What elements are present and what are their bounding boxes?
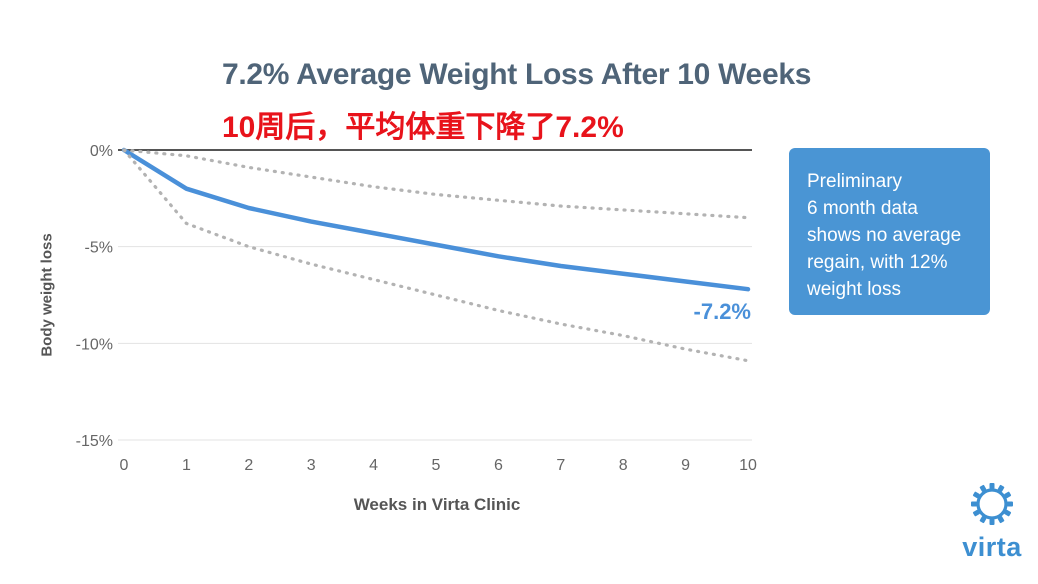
x-tick-label: 4 [369,457,378,474]
logo-ray [972,491,980,499]
logo-ray [971,501,977,507]
x-tick-label: 8 [619,457,628,474]
logo-ray [972,509,980,517]
sun-gear-icon [971,483,1013,525]
y-tick-label: 0% [90,143,113,160]
callout-line: Preliminary [807,171,903,192]
logo-ray [989,483,995,489]
y-tick-labels: 0% -5% -10% -15% [76,143,113,450]
logo-text: virta [962,532,1022,562]
y-tick-label: -5% [85,240,113,257]
chart-subtitle-chinese: 10周后，平均体重下降了7.2% [222,111,624,144]
virta-logo: virta [952,480,1032,570]
logo-ray [997,516,1005,524]
logo-ray [997,484,1005,492]
x-tick-label: 10 [739,457,757,474]
y-tick-label: -10% [76,336,113,353]
logo-ray [979,516,987,524]
x-tick-labels: 0 1 2 3 4 5 6 7 8 9 10 [120,457,757,474]
grid-lines [118,149,752,441]
logo-ray [989,519,995,525]
logo-ray [979,484,987,492]
y-tick-label: -15% [76,433,113,450]
x-tick-label: 9 [681,457,690,474]
preliminary-data-callout: Preliminary 6 month data shows no averag… [789,148,990,315]
x-tick-label: 7 [556,457,565,474]
x-tick-label: 6 [494,457,503,474]
x-tick-label: 1 [182,457,191,474]
y-axis-label: Body weight loss [38,233,56,357]
series-line-lower-bound [122,148,750,363]
callout-line: shows no average [807,225,962,246]
callout-line: weight loss [807,279,901,300]
x-tick-label: 0 [120,457,129,474]
callout-line: regain, with 12% [807,252,948,273]
chart-title: 7.2% Average Weight Loss After 10 Weeks [222,58,812,91]
x-tick-label: 5 [432,457,441,474]
end-value-label: -7.2% [694,299,751,324]
x-tick-label: 2 [244,457,253,474]
x-axis-label: Weeks in Virta Clinic [353,495,521,514]
series-line-mean [121,147,751,292]
logo-ray [1004,509,1012,517]
series-line-upper-bound [122,148,750,220]
callout-line: 6 month data [807,198,918,219]
x-tick-label: 3 [307,457,316,474]
logo-ray [1004,491,1012,499]
logo-ray [1007,501,1013,507]
series-lines [121,147,751,363]
annotations: -7.2% [694,299,751,324]
